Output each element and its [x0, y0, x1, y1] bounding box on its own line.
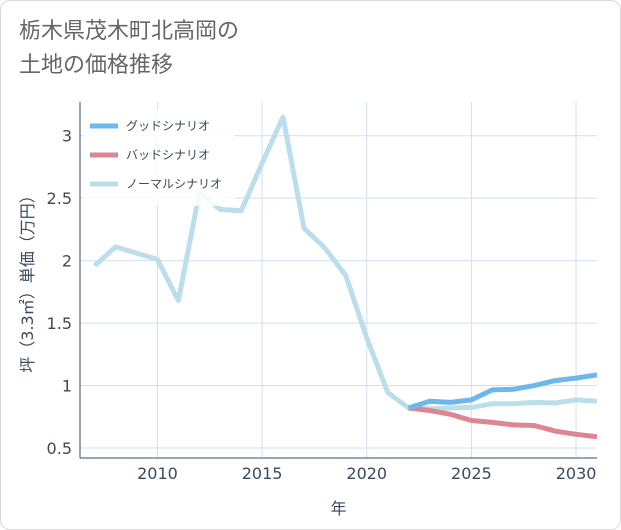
x-tick-label: 2010: [137, 464, 178, 483]
x-tick-label: 2025: [451, 464, 492, 483]
x-tick-label: 2015: [242, 464, 283, 483]
y-tick-label: 3: [62, 127, 72, 146]
series-line-good: [407, 372, 597, 411]
legend-label-good: グッドシナリオ: [126, 119, 210, 133]
series-line-normal: [93, 114, 597, 412]
x-axis-label: 年: [330, 499, 346, 518]
legend-label-bad: バッドシナリオ: [126, 148, 210, 162]
y-axis-label: 坪（3.3㎡）単価（万円）: [18, 187, 37, 372]
series-line-bad: [408, 405, 597, 440]
chart-title: 栃木県茂木町北高岡の 土地の価格推移: [19, 15, 239, 83]
x-tick-label: 2030: [556, 464, 597, 483]
legend-label-normal: ノーマルシナリオ: [126, 177, 222, 191]
y-tick-label: 1: [62, 377, 72, 396]
y-tick-label: 1.5: [47, 314, 72, 333]
y-tick-label: 2.5: [47, 189, 72, 208]
chart-title-line2: 土地の価格推移: [19, 53, 174, 78]
chart-title-line1: 栃木県茂木町北高岡の: [19, 19, 240, 44]
y-tick-label: 2: [62, 252, 72, 271]
y-tick-label: 0.5: [47, 439, 72, 458]
x-tick-label: 2020: [346, 464, 387, 483]
